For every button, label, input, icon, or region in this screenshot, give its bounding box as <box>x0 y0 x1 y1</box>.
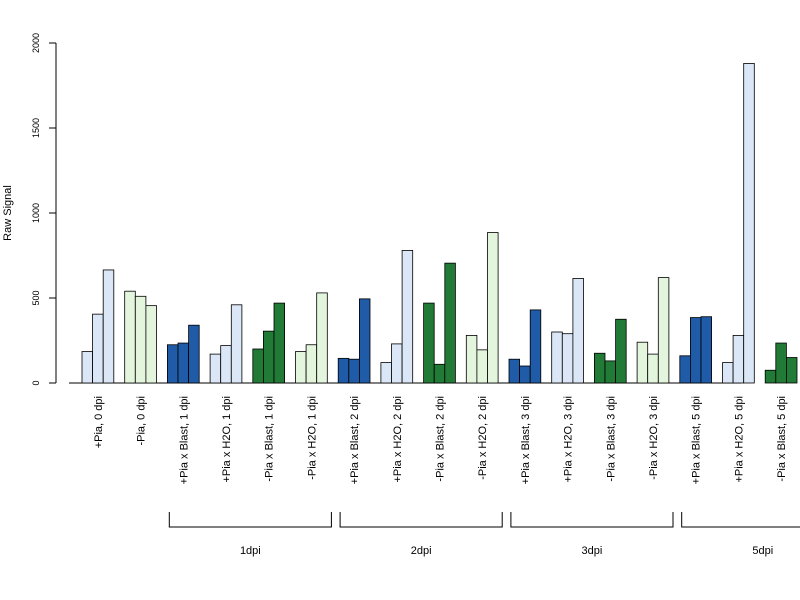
bar <box>316 292 328 384</box>
x-tick-label: +Pia x Blast, 1 dpi <box>178 396 190 484</box>
bar <box>273 302 286 384</box>
bar <box>166 344 179 384</box>
bar <box>508 358 521 384</box>
x-tick-label: -Pia x H2O, 2 dpi <box>477 396 489 480</box>
bar <box>561 333 574 384</box>
bar <box>358 298 371 384</box>
bar <box>732 334 745 384</box>
bar <box>252 348 264 384</box>
bar <box>391 343 403 384</box>
bar <box>647 353 659 384</box>
group-label: 3dpi <box>582 545 603 557</box>
bar <box>604 360 617 384</box>
bar <box>775 342 787 384</box>
bar <box>636 341 649 384</box>
bar <box>337 357 350 384</box>
bar <box>786 357 798 384</box>
bar <box>230 304 243 384</box>
group-bracket <box>339 512 503 528</box>
x-tick-label: -Pia x Blast, 1 dpi <box>264 396 276 482</box>
y-tick-label: 0 <box>31 380 41 385</box>
bar <box>764 369 777 384</box>
x-tick-label: -Pia x Blast, 3 dpi <box>605 396 617 482</box>
x-tick-label: +Pia x H2O, 1 dpi <box>221 396 233 483</box>
bar <box>145 305 157 384</box>
bar <box>423 302 435 384</box>
bar <box>348 358 360 384</box>
group-label: 2dpi <box>411 545 432 557</box>
y-tick-label: 2000 <box>31 33 41 53</box>
bar <box>572 278 584 384</box>
y-tick-label: 1500 <box>31 118 41 138</box>
bar <box>124 290 136 384</box>
x-tick-label: +Pia, 0 dpi <box>93 396 105 448</box>
x-tick-label: +Pia x Blast, 5 dpi <box>691 396 703 484</box>
x-tick-label: -Pia x Blast, 2 dpi <box>435 396 447 482</box>
bar <box>594 352 606 384</box>
x-tick-label: -Pia x H2O, 1 dpi <box>306 396 318 480</box>
bar <box>295 351 307 384</box>
group-label: 5dpi <box>752 545 773 557</box>
bar <box>262 330 275 384</box>
bar <box>722 362 734 384</box>
bar <box>743 63 755 384</box>
bar <box>380 362 392 384</box>
x-tick-label: +Pia x H2O, 5 dpi <box>733 396 745 483</box>
x-tick-label: +Pia x Blast, 2 dpi <box>349 396 361 484</box>
bar <box>487 232 499 384</box>
bar <box>92 313 104 384</box>
bar <box>188 324 200 384</box>
bar <box>690 317 702 384</box>
group-bracket <box>168 512 332 528</box>
x-tick-label: -Pia x H2O, 3 dpi <box>648 396 660 480</box>
bar <box>529 309 542 384</box>
group-label: 1dpi <box>240 545 261 557</box>
bar <box>465 334 478 384</box>
bar <box>476 349 488 384</box>
bar <box>444 262 456 384</box>
y-tick-label: 500 <box>31 290 41 305</box>
group-bracket <box>510 512 674 528</box>
bar <box>209 353 222 384</box>
bar <box>551 331 563 384</box>
bar <box>433 363 446 384</box>
group-bracket <box>681 512 800 528</box>
bar <box>134 295 147 384</box>
bar <box>177 342 190 384</box>
y-tick-label: 1000 <box>31 203 41 223</box>
bar <box>615 318 627 384</box>
bar <box>81 351 94 384</box>
x-tick-label: +Pia x H2O, 2 dpi <box>392 396 404 483</box>
bar <box>102 269 115 384</box>
x-tick-label: -Pia x Blast, 5 dpi <box>776 396 788 482</box>
bar <box>401 249 414 384</box>
y-axis-label: Raw Signal <box>2 185 14 241</box>
x-tick-label: +Pia x Blast, 3 dpi <box>520 396 532 484</box>
x-tick-label: -Pia, 0 dpi <box>136 396 148 446</box>
bar <box>305 344 318 384</box>
bar <box>519 365 531 384</box>
bar <box>220 345 232 384</box>
bar <box>700 316 713 384</box>
bar <box>679 355 691 384</box>
x-tick-label: +Pia x H2O, 3 dpi <box>563 396 575 483</box>
bar <box>657 277 670 384</box>
